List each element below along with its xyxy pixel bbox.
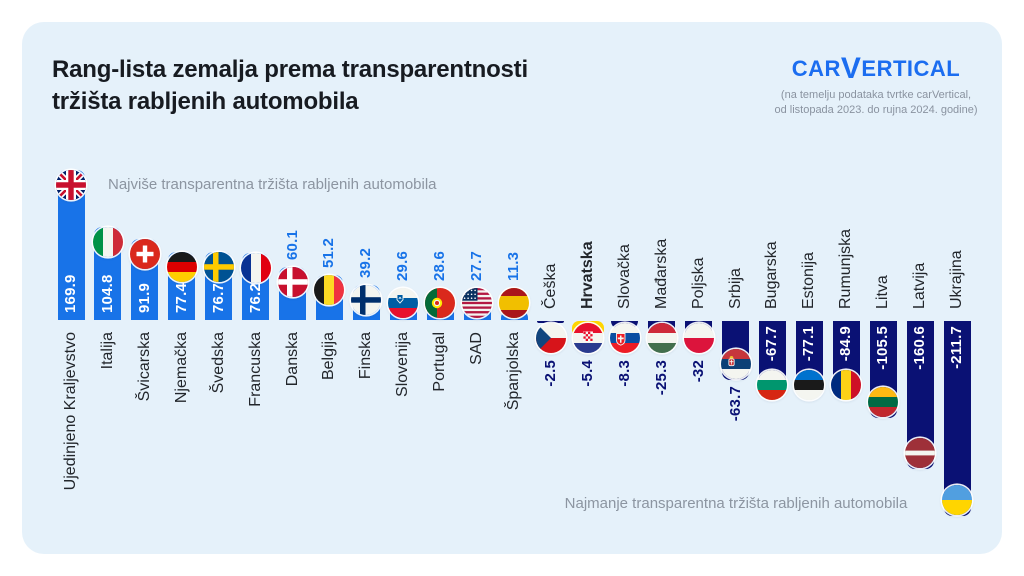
value-label: 91.9 <box>135 283 153 313</box>
value-label: 39.2 <box>357 248 375 279</box>
value-label: 104.8 <box>98 274 116 313</box>
value-label: -105.5 <box>874 326 892 370</box>
value-label: -84.9 <box>837 326 855 362</box>
de-flag-icon <box>166 251 197 282</box>
value-label: 77.4 <box>172 283 190 313</box>
category-label-rs: Srbija <box>726 268 744 309</box>
pt-flag-icon <box>425 288 456 318</box>
annotation-least-transparent: Najmanje transparentna tržišta rabljenih… <box>564 495 908 512</box>
title-line-1: Rang-lista zemalja prema transparentnost… <box>52 56 528 83</box>
category-label-fr: Francuska <box>246 332 264 407</box>
rs-flag-icon <box>720 348 751 379</box>
value-label: -211.7 <box>948 326 966 369</box>
us-flag-icon <box>462 288 493 318</box>
value-label: 76.7 <box>209 283 227 313</box>
value-label: 169.9 <box>62 274 79 313</box>
be-flag-icon <box>314 274 345 305</box>
category-label-ee: Estonija <box>800 252 818 309</box>
category-label-es: Španjolska <box>505 332 523 411</box>
pl-flag-icon <box>683 323 714 353</box>
bar-cz <box>537 321 565 324</box>
category-label-si: Slovenija <box>394 332 412 397</box>
logo-prefix: CAR <box>791 56 841 81</box>
hr-flag-icon <box>572 323 603 353</box>
fr-flag-icon <box>240 252 271 283</box>
page-title: Rang-lista zemalja prema transparentnost… <box>52 54 528 118</box>
carvertical-wordmark: CARVERTICAL <box>791 52 961 85</box>
value-label: -77.1 <box>800 326 818 362</box>
carvertical-logo: CARVERTICAL (na temelju podataka tvrtke … <box>760 52 992 118</box>
category-label-dk: Danska <box>283 332 301 387</box>
logo-suffix: ERTICAL <box>861 56 961 81</box>
category-label-se: Švedska <box>209 332 227 394</box>
category-label-ro: Rumunjska <box>837 228 855 309</box>
si-flag-icon <box>388 288 419 318</box>
hu-flag-icon <box>646 323 677 353</box>
category-label-be: Belgija <box>320 332 338 381</box>
value-label: 29.6 <box>394 251 412 281</box>
cz-flag-icon <box>535 323 566 353</box>
bg-flag-icon <box>757 369 788 400</box>
ch-flag-icon <box>129 238 160 269</box>
value-label: -5.4 <box>578 360 596 387</box>
category-label-ua: Ukrajina <box>948 250 966 309</box>
lv-flag-icon <box>905 437 936 468</box>
title-line-2: tržišta rabljenih automobila <box>52 88 359 115</box>
logo-source-note: (na temelju podataka tvrtke carVertical,… <box>760 88 992 118</box>
lt-flag-icon <box>868 387 899 418</box>
category-label-lv: Latvija <box>911 262 929 309</box>
source-note-line-2: od listopada 2023. do rujna 2024. godine… <box>774 104 978 116</box>
ee-flag-icon <box>794 369 825 400</box>
category-label-fi: Finska <box>357 332 375 380</box>
category-label-lt: Litva <box>874 275 892 309</box>
value-label: -8.3 <box>615 360 633 387</box>
value-label: 27.7 <box>468 251 486 281</box>
category-label-bg: Bugarska <box>763 241 781 309</box>
ro-flag-icon <box>831 369 862 400</box>
value-label: 51.2 <box>320 237 338 268</box>
category-label-hr: Hrvatska <box>578 241 596 309</box>
it-flag-icon <box>92 227 123 258</box>
source-note-line-1: (na temelju podataka tvrtke carVertical, <box>780 89 972 101</box>
category-label-cz: Češka <box>541 263 559 309</box>
category-label-us: SAD <box>468 332 486 365</box>
value-label: -25.3 <box>652 360 670 396</box>
value-label: 60.1 <box>283 229 301 260</box>
category-label-pt: Portugal <box>431 332 449 392</box>
category-label-sk: Slovačka <box>615 244 633 309</box>
value-label: -160.6 <box>911 326 929 370</box>
category-label-de: Njemačka <box>172 332 190 404</box>
category-label-ch: Švicarska <box>135 332 153 402</box>
value-label: 11.3 <box>505 251 523 281</box>
sk-flag-icon <box>609 323 640 353</box>
es-flag-icon <box>499 288 530 318</box>
gb-flag-icon <box>56 169 86 200</box>
category-label-pl: Poljska <box>689 257 707 309</box>
value-label: -32 <box>689 360 707 383</box>
value-label: -63.7 <box>726 385 744 421</box>
value-label: 28.6 <box>431 251 449 281</box>
value-label: -2.5 <box>541 360 559 387</box>
dk-flag-icon <box>277 266 308 297</box>
se-flag-icon <box>203 252 234 283</box>
bar-ua <box>943 321 971 516</box>
category-label-it: Italija <box>98 332 116 370</box>
fi-flag-icon <box>351 285 382 316</box>
category-label-hu: Mađarska <box>652 238 670 309</box>
value-label: 76.2 <box>246 283 264 313</box>
category-label-gb: Ujedinjeno Kraljevstvo <box>62 332 79 491</box>
ua-flag-icon <box>942 484 973 515</box>
annotation-most-transparent: Najviše transparentna tržišta rabljenih … <box>108 176 437 193</box>
value-label: -67.7 <box>763 326 781 362</box>
